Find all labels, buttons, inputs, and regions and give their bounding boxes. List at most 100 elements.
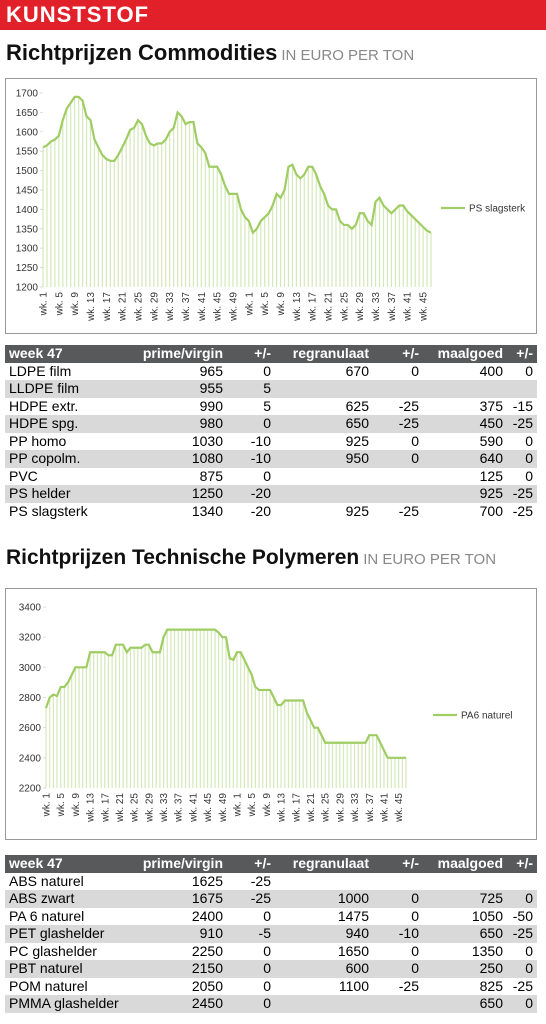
price-cell: 2050 xyxy=(191,977,223,994)
price-cell xyxy=(373,995,423,1013)
header-cell: prime/virgin xyxy=(135,855,227,873)
y-tick-label: 2400 xyxy=(19,753,42,764)
price-cell: 400 xyxy=(479,362,503,379)
x-tick-label: wk. 13 xyxy=(292,292,303,322)
legend-label: PS slagsterk xyxy=(469,204,526,215)
price-cell: 0 xyxy=(411,942,419,959)
price-line xyxy=(42,95,432,235)
price-cell: 0 xyxy=(227,995,275,1013)
price-cell: 980 xyxy=(135,415,227,433)
x-tick-label: wk. 17 xyxy=(291,793,302,823)
x-tick-label: wk. 17 xyxy=(308,292,319,322)
x-tick-label: wk. 21 xyxy=(324,292,335,322)
table-row: PA 6 naturel 2400 0 1475 0 1050 -50 xyxy=(5,908,537,926)
chart-frame: 2200 2400 2600 2800 3000 3200 3400 wk. 1 wk. 5 wk… xyxy=(5,588,537,840)
y-tick-label: 3000 xyxy=(19,663,42,674)
header-cell: +/- xyxy=(507,345,537,363)
price-cell xyxy=(373,380,423,398)
price-cell: 450 xyxy=(423,415,507,433)
price-cell: 1350 xyxy=(471,942,503,959)
price-cell: 5 xyxy=(263,397,271,414)
x-tick-label: wk. 25 xyxy=(134,292,145,322)
x-tick-label: wk. 29 xyxy=(335,793,346,823)
price-cell: 0 xyxy=(263,907,271,924)
x-tick-label: wk. 29 xyxy=(149,292,160,322)
x-tick-label: wk. 13 xyxy=(86,292,97,322)
price-cell: 0 xyxy=(263,362,271,379)
price-cell xyxy=(373,468,423,486)
price-cell: 5 xyxy=(227,380,275,398)
x-tick-label: wk. 13 xyxy=(277,793,288,823)
price-cell: 640 xyxy=(423,450,507,468)
material-cell: PS helder xyxy=(5,485,135,503)
price-cell: 0 xyxy=(263,942,271,959)
x-tick-label: wk. 37 xyxy=(365,793,376,823)
price-cell: -25 xyxy=(507,415,537,433)
price-cell: -25 xyxy=(398,502,419,519)
x-tick-label: wk. 33 xyxy=(350,793,361,823)
y-tick-label: 1500 xyxy=(16,166,39,177)
price-cell: -10 xyxy=(250,432,271,449)
price-cell: 990 xyxy=(199,397,223,414)
price-cell: 1050 xyxy=(471,907,503,924)
price-cell: 0 xyxy=(373,890,423,908)
x-tick-label: wk. 1 xyxy=(244,292,255,317)
y-tick-label: 1200 xyxy=(16,283,39,294)
price-cell: 910 xyxy=(135,925,227,943)
price-cell: 1100 xyxy=(338,977,369,994)
price-cell: 0 xyxy=(373,450,423,468)
price-cell: 2450 xyxy=(135,995,227,1013)
price-cell: 0 xyxy=(411,432,419,449)
price-cell: -25 xyxy=(373,415,423,433)
price-cell: 700 xyxy=(479,502,503,519)
price-cell: 0 xyxy=(411,907,419,924)
y-tick-label: 2600 xyxy=(19,723,42,734)
price-cell: -25 xyxy=(507,485,537,503)
price-cell: 0 xyxy=(507,960,537,978)
header-row: week 47 prime/virgin +/- regranulaat +/- maal… xyxy=(5,345,537,363)
legend-label: PA6 naturel xyxy=(461,711,513,722)
price-cell: -25 xyxy=(398,977,419,994)
x-tick-label: wk. 37 xyxy=(387,292,398,322)
heading: Richtprijzen Commodities IN EURO PER TON xyxy=(6,40,414,66)
price-cell xyxy=(275,873,373,891)
material-cell: ABS naturel xyxy=(9,872,84,889)
heading-title: Richtprijzen Commodities xyxy=(6,40,278,65)
price-cell: 2150 xyxy=(135,960,227,978)
table-row: PET glashelder 910 -5 940 -10 650 -25 xyxy=(5,925,537,943)
x-tick-label: wk. 17 xyxy=(102,292,113,322)
table-row: LLDPE film 955 5 xyxy=(5,380,537,398)
header-row: week 47 prime/virgin +/- regranulaat +/- maal… xyxy=(5,855,537,873)
price-cell: 375 xyxy=(479,397,503,414)
header-cell: +/- xyxy=(507,855,537,873)
price-cell: 250 xyxy=(423,960,507,978)
price-cell: -25 xyxy=(512,977,533,994)
header-cell: maalgoed xyxy=(423,855,507,873)
material-cell: PP copolm. xyxy=(5,450,135,468)
x-tick-label: wk. 37 xyxy=(174,793,185,823)
price-cell: -10 xyxy=(227,450,275,468)
x-tick-label: wk. 33 xyxy=(159,793,170,823)
price-cell: -25 xyxy=(227,890,275,908)
price-cell: 925 xyxy=(423,485,507,503)
material-cell: PC glashelder xyxy=(9,942,97,959)
x-tick-label: wk. 21 xyxy=(118,292,129,322)
material-cell: PVC xyxy=(9,467,38,484)
heading-title: Richtprijzen Technische Polymeren xyxy=(6,546,360,569)
price-cell xyxy=(373,873,423,891)
y-tick-label: 1700 xyxy=(16,89,39,100)
heading: Richtprijzen Technische Polymeren IN EURO… xyxy=(6,546,496,570)
header-cell: +/- xyxy=(227,855,275,873)
table-row: PS helder 1250 -20 925 -25 xyxy=(5,485,537,503)
x-tick-label: wk. 41 xyxy=(403,292,414,322)
price-cell xyxy=(275,485,373,503)
x-tick-label: wk. 41 xyxy=(197,292,208,322)
x-tick-label: wk. 29 xyxy=(144,793,155,823)
price-cell: -25 xyxy=(512,502,533,519)
price-cell: 0 xyxy=(507,890,537,908)
x-tick-label: wk. 21 xyxy=(115,793,126,823)
price-cell: 0 xyxy=(227,960,275,978)
material-cell: PS slagsterk xyxy=(9,502,88,519)
x-tick-label: wk. 49 xyxy=(229,292,240,322)
price-cell: 650 xyxy=(275,415,373,433)
